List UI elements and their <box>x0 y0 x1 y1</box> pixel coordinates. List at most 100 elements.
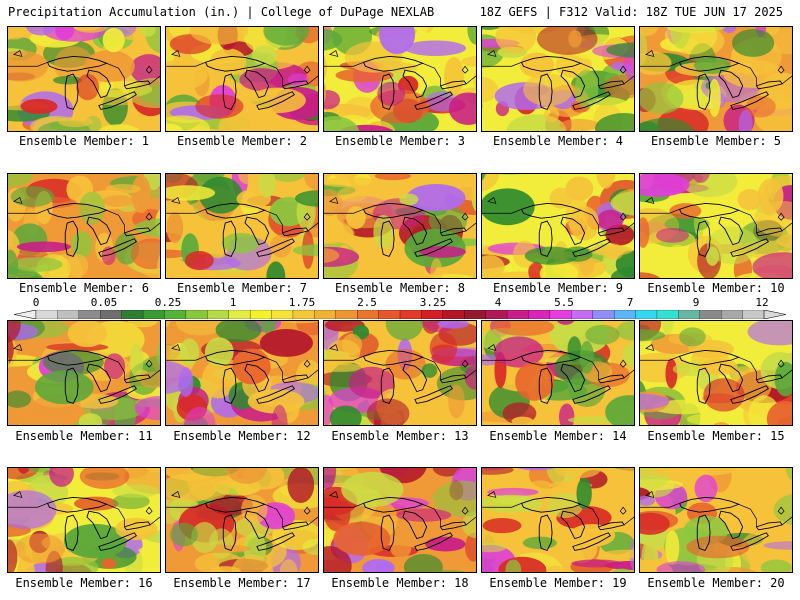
precip-field <box>8 27 160 131</box>
precip-field <box>166 174 318 278</box>
colorbar-bin <box>142 310 165 319</box>
ensemble-member-map <box>323 173 477 279</box>
precip-field <box>8 468 160 572</box>
colorbar-tick-label: 0.05 <box>90 296 118 309</box>
precip-field <box>324 321 476 425</box>
run-valid-time: 18Z GEFS | F312 Valid: 18Z TUE JUN 17 20… <box>479 5 783 19</box>
colorbar-tick-label: 0 <box>32 296 40 309</box>
precip-field <box>640 27 792 131</box>
colorbar-bin <box>121 310 144 319</box>
ensemble-member-map <box>639 320 793 426</box>
panel-caption: Ensemble Member: 11 <box>15 429 153 443</box>
ensemble-member-map <box>165 320 319 426</box>
colorbar-bin <box>185 310 208 319</box>
precip-field <box>640 174 792 278</box>
colorbar-bin <box>742 310 765 319</box>
panel-caption: Ensemble Member: 6 <box>18 281 150 295</box>
precip-field <box>324 468 476 572</box>
precip-field <box>324 27 476 131</box>
ensemble-member-map <box>165 173 319 279</box>
ensemble-member-map <box>323 467 477 573</box>
colorbar-bin <box>314 310 337 319</box>
colorbar-tick-label: 3.25 <box>419 296 447 309</box>
colorbar-bin <box>378 310 401 319</box>
colorbar-bin <box>571 310 594 319</box>
colorbar-bin <box>442 310 465 319</box>
ensemble-member-map <box>165 467 319 573</box>
panel-caption: Ensemble Member: 20 <box>647 576 785 590</box>
panel-caption: Ensemble Member: 12 <box>173 429 311 443</box>
colorbar-bin <box>656 310 679 319</box>
ensemble-member-map <box>7 320 161 426</box>
ensemble-member-map <box>323 320 477 426</box>
colorbar-bin <box>506 310 529 319</box>
colorbar-bin <box>207 310 230 319</box>
precip-field <box>166 321 318 425</box>
colorbar-bin <box>35 310 58 319</box>
panel-caption: Ensemble Member: 16 <box>15 576 153 590</box>
colorbar-bin <box>399 310 422 319</box>
colorbar-bin <box>485 310 508 319</box>
colorbar-bin <box>100 310 123 319</box>
panel-caption: Ensemble Member: 2 <box>176 134 308 148</box>
panel-caption: Ensemble Member: 14 <box>489 429 627 443</box>
panel-caption: Ensemble Member: 18 <box>331 576 469 590</box>
colorbar-tick-label: 5.5 <box>554 296 574 309</box>
colorbar-tick-label: 7 <box>626 296 634 309</box>
precip-field <box>482 321 634 425</box>
ensemble-member-map <box>639 467 793 573</box>
ensemble-member-map <box>639 26 793 132</box>
colorbar-bin <box>592 310 615 319</box>
precip-field <box>324 174 476 278</box>
panel-caption: Ensemble Member: 13 <box>331 429 469 443</box>
ensemble-member-map <box>7 26 161 132</box>
colorbar-bin <box>357 310 380 319</box>
precip-field <box>640 321 792 425</box>
precip-field <box>640 468 792 572</box>
colorbar-bin <box>464 310 487 319</box>
panel-caption: Ensemble Member: 1 <box>18 134 150 148</box>
ensemble-member-map <box>7 467 161 573</box>
panel-caption: Ensemble Member: 17 <box>173 576 311 590</box>
panel-caption: Ensemble Member: 15 <box>647 429 785 443</box>
colorbar-bin <box>271 310 294 319</box>
colorbar-max-arrow <box>763 310 786 319</box>
colorbar-bin <box>721 310 744 319</box>
map-title: Precipitation Accumulation (in.) | Colle… <box>8 5 435 19</box>
colorbar-tick-label: 1 <box>229 296 237 309</box>
colorbar-bin <box>57 310 80 319</box>
colorbar-min-arrow <box>14 310 37 319</box>
colorbar-tick-label: 12 <box>755 296 769 309</box>
colorbar-bin <box>335 310 358 319</box>
ensemble-member-map <box>481 26 635 132</box>
ensemble-member-map <box>323 26 477 132</box>
colorbar <box>14 310 786 319</box>
ensemble-member-map <box>639 173 793 279</box>
panel-caption: Ensemble Member: 7 <box>176 281 308 295</box>
precip-field <box>8 321 160 425</box>
panel-caption: Ensemble Member: 19 <box>489 576 627 590</box>
colorbar-bin <box>528 310 551 319</box>
panel-caption: Ensemble Member: 3 <box>334 134 466 148</box>
colorbar-bin <box>613 310 636 319</box>
precip-field <box>482 174 634 278</box>
colorbar-bin <box>635 310 658 319</box>
panel-caption: Ensemble Member: 9 <box>492 281 624 295</box>
panel-caption: Ensemble Member: 10 <box>647 281 785 295</box>
colorbar-bin <box>421 310 444 319</box>
ensemble-member-map <box>165 26 319 132</box>
colorbar-bin <box>678 310 701 319</box>
colorbar-bin <box>164 310 187 319</box>
panel-caption: Ensemble Member: 4 <box>492 134 624 148</box>
ensemble-member-map <box>481 320 635 426</box>
colorbar-bin <box>699 310 722 319</box>
precip-field <box>166 468 318 572</box>
precip-field <box>482 468 634 572</box>
colorbar-bin <box>549 310 572 319</box>
colorbar-tick-label: 0.25 <box>154 296 182 309</box>
precip-field <box>482 27 634 131</box>
colorbar-tick-label: 1.75 <box>288 296 316 309</box>
ensemble-member-map <box>7 173 161 279</box>
colorbar-tick-label: 2.5 <box>357 296 377 309</box>
colorbar-bin <box>228 310 251 319</box>
